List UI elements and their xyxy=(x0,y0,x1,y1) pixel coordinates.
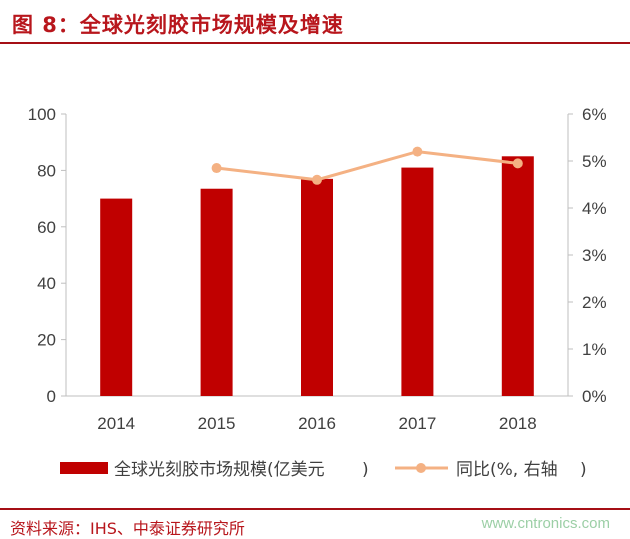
y-tick-label-left: 60 xyxy=(37,218,56,237)
line-path xyxy=(216,150,518,182)
legend-label-bar: 全球光刻胶市场规模(亿美元 xyxy=(114,460,325,480)
line-point xyxy=(312,174,322,185)
x-tick-label: 2014 xyxy=(97,414,135,433)
bar xyxy=(301,178,333,396)
axes: 0 20 40 60 80 100 0% 1% 2% 3% 4% 5% 6% 2014 2015 2016 20… xyxy=(28,105,607,433)
bar xyxy=(100,198,133,396)
legend-swatch-bar xyxy=(60,462,108,474)
y-tick-label-right: 3% xyxy=(582,246,607,265)
source-note: 资料来源：IHS、中泰证券研究所 xyxy=(10,519,245,538)
y-tick-label-left: 40 xyxy=(37,274,56,293)
bar xyxy=(501,156,534,396)
y-tick-label-left: 80 xyxy=(37,161,56,180)
y-tick-label-left: 100 xyxy=(28,105,56,124)
x-tick-label: 2017 xyxy=(398,414,436,433)
chart: 0 20 40 60 80 100 0% 1% 2% 3% 4% 5% 6% 2014 2015 2016 20… xyxy=(28,105,607,480)
source-bar: 资料来源：IHS、中泰证券研究所 www.cntronics.com xyxy=(0,508,630,538)
bar xyxy=(401,167,434,396)
y-tick-label-right: 2% xyxy=(582,293,607,312)
y-tick-label-right: 5% xyxy=(582,152,607,171)
line-point xyxy=(211,163,222,174)
legend: 全球光刻胶市场规模(亿美元) 同比(%, 右轴) xyxy=(60,460,587,480)
line-point xyxy=(512,158,523,169)
bar xyxy=(200,188,233,396)
y-tick-label-left: 0 xyxy=(47,387,56,406)
title-bar: 图 8：全球光刻胶市场规模及增速 xyxy=(0,0,630,44)
y-tick-label-right: 1% xyxy=(582,340,607,359)
watermark: www.cntronics.com xyxy=(481,515,610,532)
line-point xyxy=(412,146,423,157)
y-tick-label-left: 20 xyxy=(37,331,56,350)
y-tick-label-right: 6% xyxy=(582,105,607,124)
x-tick-label: 2016 xyxy=(298,414,336,433)
x-tick-label: 2015 xyxy=(198,414,236,433)
y-tick-label-right: 4% xyxy=(582,199,607,218)
line-series xyxy=(211,146,523,185)
legend-label-line: 同比(%, 右轴 xyxy=(456,460,558,480)
legend-label-bar-suffix: ) xyxy=(362,460,369,480)
y-tick-label-right: 0% xyxy=(582,387,607,406)
chart-title: 图 8：全球光刻胶市场规模及增速 xyxy=(12,13,344,37)
legend-swatch-marker xyxy=(416,463,426,473)
x-tick-label: 2018 xyxy=(499,414,537,433)
legend-label-line-suffix: ) xyxy=(580,460,587,480)
bar-series xyxy=(100,156,534,396)
